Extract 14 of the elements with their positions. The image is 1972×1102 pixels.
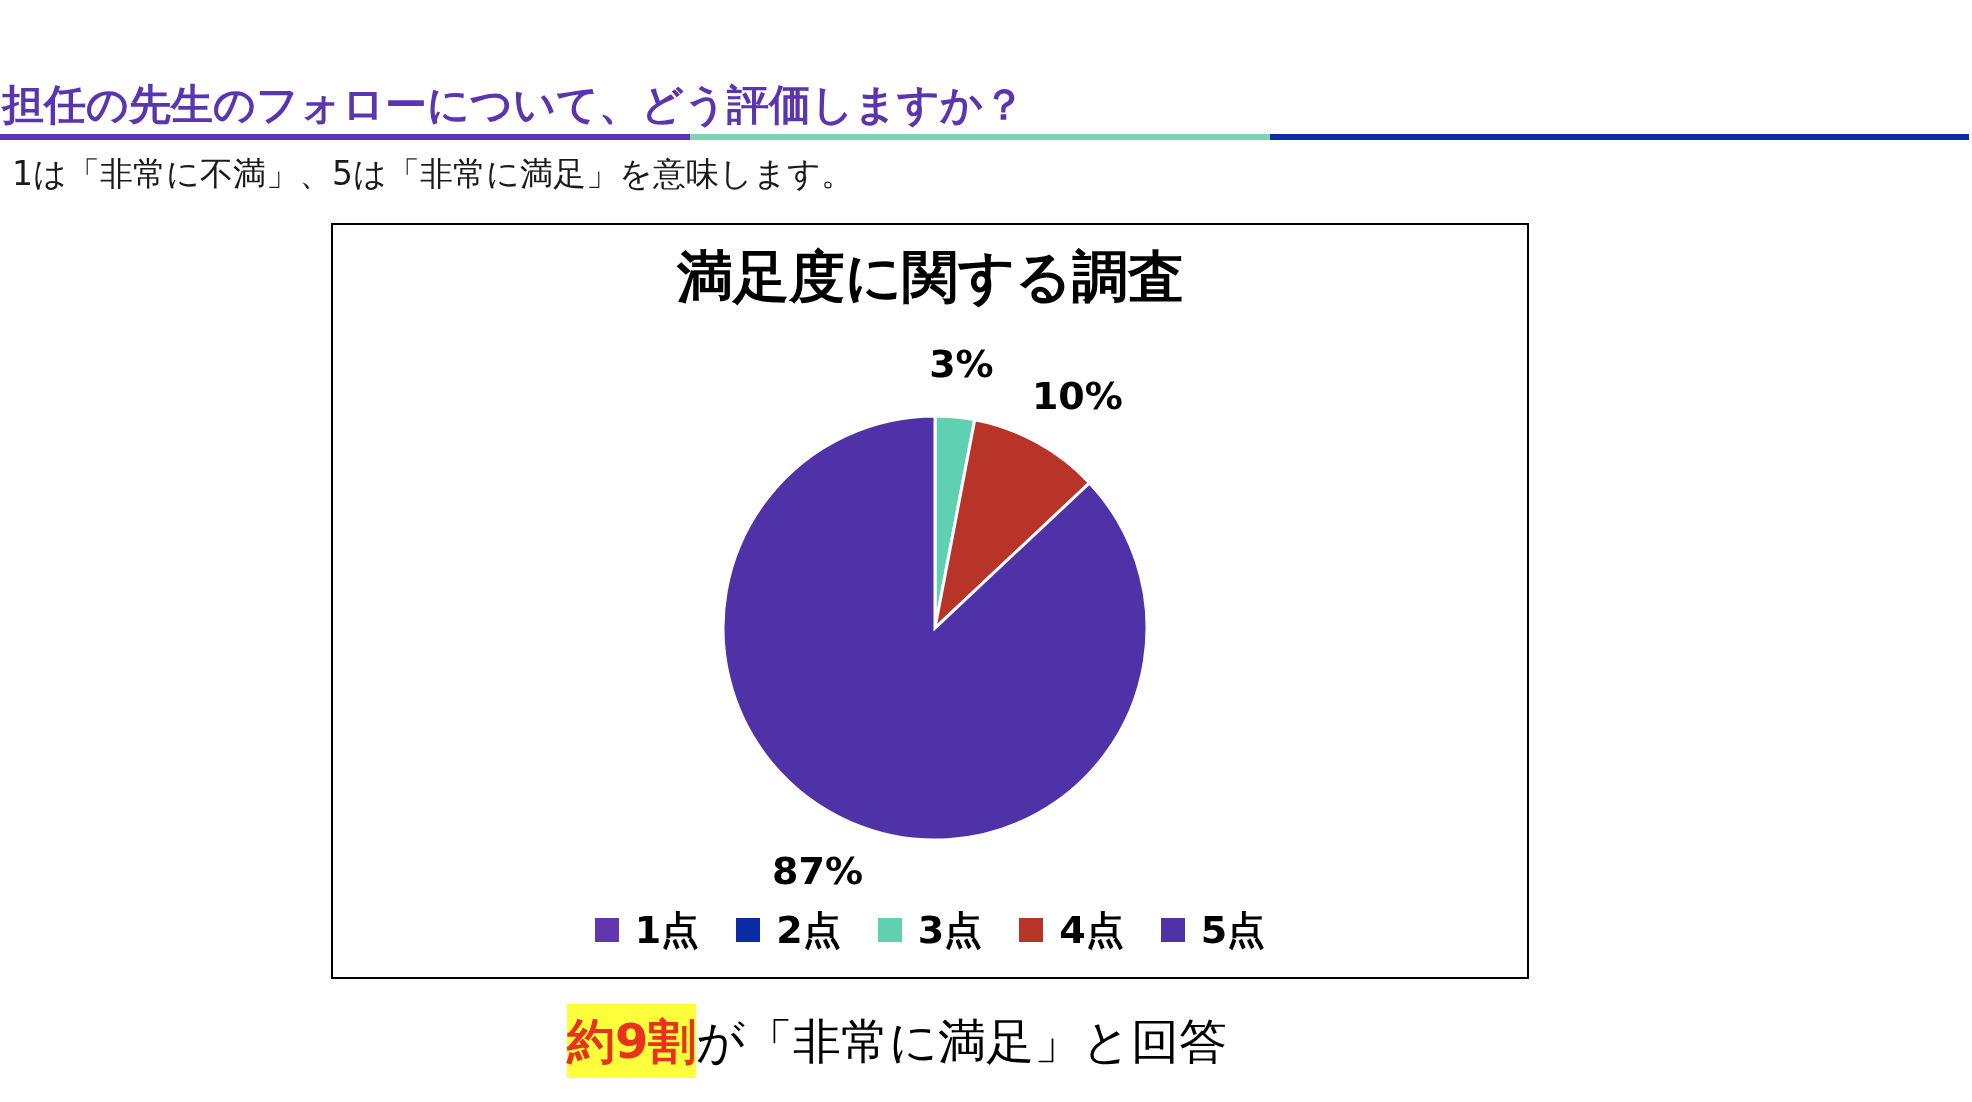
pie-slice [721,414,1149,842]
chart-subtitle: 1は「非常に不満」、5は「非常に満足」を意味します。 [12,154,854,193]
legend-label: 2点 [776,908,841,952]
data-label: 3% [929,341,994,386]
text: が「非常に満足」と回答 [696,1012,1228,1071]
legend-label: 1点 [634,908,700,952]
chart-title: 担任の先生のフォローについて、どう評価しますか？ [2,80,1025,129]
legend-label: 3点 [917,908,983,952]
data-label: 10% [1031,373,1123,418]
text: 約9割 [567,1004,697,1078]
data-label: 87% [772,849,864,894]
legend-label: 5点 [1200,908,1266,952]
legend-label: 4点 [1059,908,1124,952]
text: 満足度に関する調査 [676,244,1184,309]
